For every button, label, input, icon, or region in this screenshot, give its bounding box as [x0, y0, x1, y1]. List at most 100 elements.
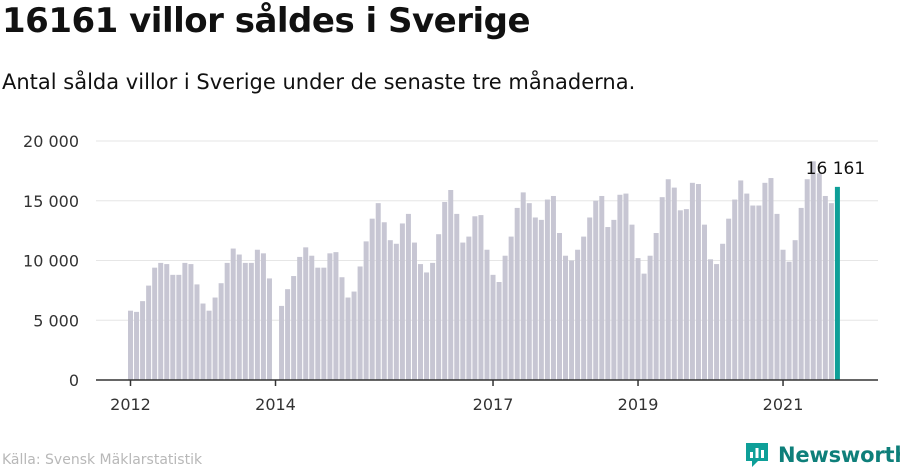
x-axis-ticks	[129, 380, 784, 386]
bar	[363, 241, 369, 380]
bar	[158, 262, 164, 380]
bar	[442, 201, 448, 380]
newsworthy-chart-icon	[746, 443, 768, 467]
y-tick-label: 10 000	[23, 252, 79, 271]
bar	[448, 189, 454, 380]
bar	[538, 219, 544, 380]
bar	[418, 264, 424, 380]
bar	[544, 199, 550, 380]
bar	[128, 310, 133, 380]
bar	[526, 203, 532, 380]
bar	[629, 224, 635, 380]
bar	[224, 262, 230, 380]
bar	[550, 195, 556, 380]
bar	[641, 273, 647, 380]
bar	[816, 173, 822, 380]
bar	[152, 267, 158, 380]
bar	[164, 264, 170, 380]
bar	[575, 249, 581, 380]
highlight-bar	[834, 186, 840, 380]
bar	[828, 203, 834, 380]
bar	[635, 258, 641, 380]
bar	[460, 242, 466, 380]
bar	[786, 261, 792, 380]
bar	[599, 195, 605, 380]
bar	[146, 285, 152, 380]
bar	[714, 264, 720, 380]
bar	[502, 255, 508, 380]
bar	[695, 184, 701, 380]
bar	[732, 199, 738, 380]
bar	[230, 248, 236, 380]
bar	[593, 200, 599, 380]
y-tick-label: 0	[69, 371, 79, 390]
bar	[454, 213, 460, 380]
bar	[170, 274, 176, 380]
bar	[768, 178, 774, 380]
bar	[393, 243, 399, 380]
bar	[327, 253, 333, 380]
bar	[266, 278, 272, 380]
bar	[581, 236, 587, 380]
bar	[726, 218, 732, 380]
chart-subtitle: Antal sålda villor i Sverige under de se…	[2, 70, 636, 94]
bar	[647, 255, 653, 380]
bar	[810, 161, 816, 380]
x-tick-label: 2019	[618, 395, 659, 414]
bar	[774, 213, 780, 380]
bar	[798, 207, 804, 380]
bar	[708, 259, 714, 380]
bar	[756, 205, 762, 380]
bar	[345, 297, 351, 380]
bar	[375, 203, 381, 380]
bar	[738, 180, 744, 380]
bar	[520, 192, 526, 380]
bar	[399, 223, 405, 380]
bar	[671, 187, 677, 380]
bar	[430, 262, 436, 380]
bar	[206, 310, 212, 380]
bar	[188, 264, 194, 380]
bar	[279, 305, 285, 380]
bar	[605, 227, 611, 380]
axis-labels: 0 5 000 10 000 15 000 20 000 16 161 2012 2014 20…	[23, 132, 865, 414]
bar	[617, 194, 623, 380]
bar	[744, 193, 750, 380]
bar	[424, 272, 430, 380]
bar	[436, 234, 442, 380]
bar	[381, 222, 387, 380]
bar	[315, 267, 321, 380]
bar	[405, 213, 411, 380]
bar	[611, 219, 617, 380]
bar	[218, 283, 224, 380]
brand-name: Newsworthy	[778, 443, 900, 467]
bar	[248, 262, 254, 380]
bar	[351, 291, 357, 380]
bar	[689, 182, 695, 380]
bar	[720, 243, 726, 380]
bar	[563, 255, 569, 380]
bar	[309, 255, 315, 380]
bar	[556, 233, 562, 380]
source-note: Källa: Svensk Mäklarstatistik	[2, 452, 203, 468]
bar	[387, 240, 393, 380]
bar	[236, 254, 242, 380]
bar	[291, 276, 297, 380]
chart-title: 16161 villor såldes i Sverige	[2, 1, 531, 41]
bar	[182, 262, 188, 380]
bar	[496, 282, 502, 380]
bar	[333, 252, 339, 380]
bar	[683, 209, 689, 380]
bar	[762, 182, 768, 380]
x-tick-label: 2012	[110, 395, 151, 414]
bar	[321, 267, 327, 380]
bar	[297, 256, 303, 380]
bar	[508, 236, 514, 380]
highlight-data-label: 16 161	[806, 159, 865, 179]
bar	[478, 215, 484, 380]
bar	[792, 240, 798, 380]
x-tick-label: 2021	[763, 395, 804, 414]
bar	[677, 210, 683, 380]
bar	[200, 303, 206, 380]
